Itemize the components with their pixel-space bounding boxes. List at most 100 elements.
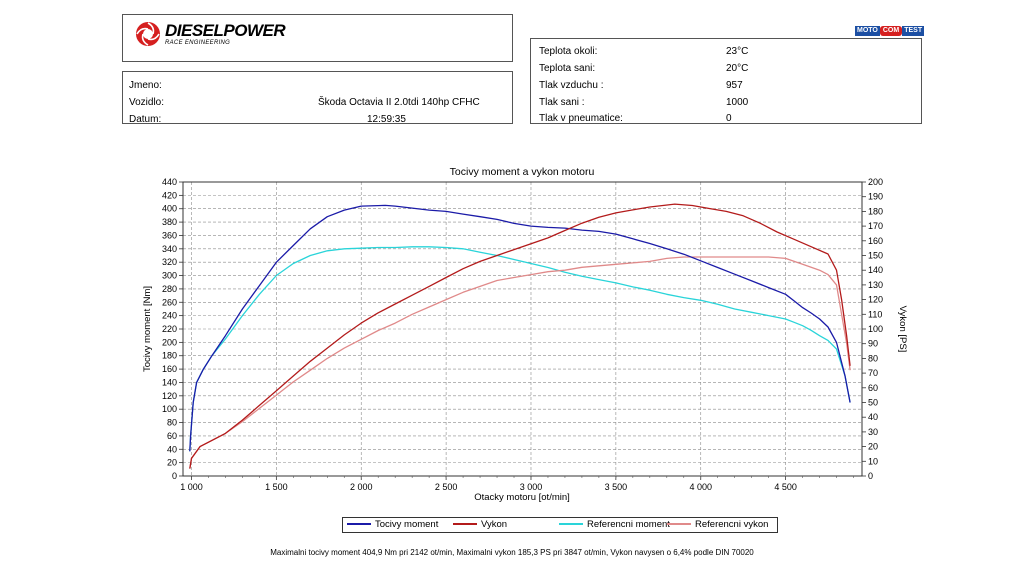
y-right-tick-label: 130 <box>868 280 883 290</box>
y-right-tick-label: 110 <box>868 309 882 319</box>
condition-value: 20°C <box>726 63 749 74</box>
y-right-tick-label: 70 <box>868 368 878 378</box>
chart-title: Tocivy moment a vykon motoru <box>450 166 595 178</box>
y-left-tick-label: 200 <box>162 337 177 347</box>
condition-label: Tlak v pneumatice: <box>539 113 623 124</box>
y-axis-right-label: Vykon [PS] <box>897 306 908 353</box>
y-right-tick-label: 50 <box>868 398 878 408</box>
y-left-tick-label: 20 <box>167 458 177 468</box>
condition-value: 0 <box>726 113 732 124</box>
vozidlo-value: Škoda Octavia II 2.0tdi 140hp CFHC <box>318 97 480 108</box>
y-left-tick-label: 320 <box>162 257 177 267</box>
legend-label: Referencni vykon <box>695 519 769 530</box>
y-right-tick-label: 90 <box>868 339 878 349</box>
y-right-tick-label: 80 <box>868 353 878 363</box>
y-left-tick-label: 40 <box>167 444 177 454</box>
y-right-tick-label: 190 <box>868 192 883 202</box>
legend-swatch <box>559 523 583 526</box>
legend-item: Referencni moment <box>559 518 670 532</box>
y-left-tick-label: 220 <box>162 324 177 334</box>
badge-part-3: TEST <box>902 26 925 36</box>
turbo-logo-icon <box>136 22 160 46</box>
y-right-tick-label: 60 <box>868 383 878 393</box>
y-left-tick-label: 180 <box>162 351 177 361</box>
jmeno-label: Jmeno: <box>129 80 162 91</box>
x-tick-label: 4 000 <box>689 482 712 492</box>
logo-text: DIESELPOWER <box>165 21 286 40</box>
y-left-tick-label: 60 <box>167 431 177 441</box>
chart-ticks: 0204060801001201401601802002202402602803… <box>162 177 883 492</box>
chart-legend: Tocivy moment Vykon Referencni moment Re… <box>342 517 778 533</box>
y-right-tick-label: 140 <box>868 265 883 275</box>
y-right-tick-label: 160 <box>868 236 883 246</box>
datum-value: 12:59:35 <box>367 114 406 125</box>
y-right-tick-label: 150 <box>868 251 883 261</box>
x-tick-label: 3 000 <box>520 482 543 492</box>
logo-subtitle: RACE ENGINEERING <box>165 40 231 46</box>
y-left-tick-label: 360 <box>162 230 177 240</box>
series-line-vykon <box>189 203 851 469</box>
y-right-tick-label: 200 <box>868 177 883 187</box>
series-line-tocivy-moment <box>189 204 851 452</box>
series-line-referencni-vykon <box>189 256 851 469</box>
y-left-tick-label: 300 <box>162 271 177 281</box>
summary-text: Maximalni tocivy moment 404,9 Nm pri 214… <box>270 548 754 557</box>
y-left-tick-label: 440 <box>162 177 177 187</box>
y-right-tick-label: 0 <box>868 471 873 481</box>
chart-grid <box>183 181 862 477</box>
legend-label: Vykon <box>481 519 508 530</box>
y-left-tick-label: 380 <box>162 217 177 227</box>
x-tick-label: 1 500 <box>265 482 288 492</box>
legend-item: Vykon <box>453 518 507 532</box>
y-right-tick-label: 170 <box>868 221 883 231</box>
y-left-tick-label: 80 <box>167 418 177 428</box>
y-left-tick-label: 280 <box>162 284 177 294</box>
y-right-tick-label: 120 <box>868 295 883 305</box>
chart-series <box>189 203 851 469</box>
badge-part-2: COM <box>879 26 903 36</box>
vehicle-info-box: Jmeno: Vozidlo: Škoda Octavia II 2.0tdi … <box>122 71 513 125</box>
condition-label: Teplota sani: <box>539 63 596 74</box>
condition-label: Tlak sani : <box>539 97 585 108</box>
y-right-tick-label: 180 <box>868 206 883 216</box>
y-right-tick-label: 40 <box>868 412 878 422</box>
legend-swatch <box>347 523 371 526</box>
legend-label: Referencni moment <box>587 519 670 530</box>
conditions-box: Teplota okoli: 23°C Teplota sani: 20°C T… <box>530 38 922 124</box>
legend-item: Tocivy moment <box>347 518 438 532</box>
y-left-tick-label: 340 <box>162 244 177 254</box>
y-left-tick-label: 260 <box>162 297 177 307</box>
y-right-tick-label: 30 <box>868 427 878 437</box>
x-axis-label: Otacky motoru [ot/min] <box>474 492 570 503</box>
legend-swatch <box>667 523 691 526</box>
mototest-badge: MOTO COM TEST <box>855 26 925 36</box>
legend-item: Referencni vykon <box>667 518 768 532</box>
y-axis-left-label: Tocivy moment [Nm] <box>142 286 153 372</box>
vozidlo-label: Vozidlo: <box>129 97 165 108</box>
y-left-tick-label: 140 <box>162 377 177 387</box>
badge-part-1: MOTO <box>855 26 880 36</box>
legend-swatch <box>453 523 477 526</box>
x-tick-label: 2 000 <box>350 482 373 492</box>
y-left-tick-label: 400 <box>162 204 177 214</box>
y-right-tick-label: 10 <box>868 456 878 466</box>
x-tick-label: 3 500 <box>605 482 628 492</box>
logo-box: DIESELPOWER RACE ENGINEERING <box>122 14 513 62</box>
y-left-tick-label: 120 <box>162 391 177 401</box>
x-tick-label: 4 500 <box>774 482 797 492</box>
legend-label: Tocivy moment <box>375 519 439 530</box>
y-left-tick-label: 420 <box>162 190 177 200</box>
datum-label: Datum: <box>129 114 162 125</box>
y-left-tick-label: 0 <box>172 471 177 481</box>
condition-label: Tlak vzduchu : <box>539 80 604 91</box>
x-tick-label: 2 500 <box>435 482 458 492</box>
series-line-referencni-moment <box>189 246 851 452</box>
y-right-tick-label: 100 <box>868 324 883 334</box>
y-left-tick-label: 160 <box>162 364 177 374</box>
x-tick-label: 1 000 <box>180 482 203 492</box>
condition-value: 957 <box>726 80 743 91</box>
y-left-tick-label: 240 <box>162 311 177 321</box>
condition-label: Teplota okoli: <box>539 46 598 57</box>
condition-value: 23°C <box>726 46 749 57</box>
